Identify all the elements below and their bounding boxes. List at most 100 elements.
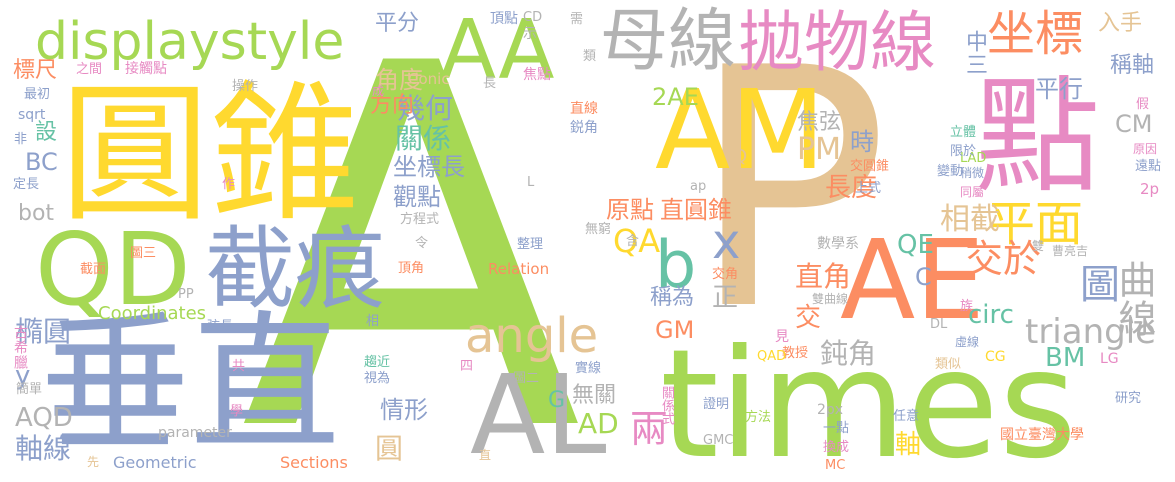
cloud-word: 長 xyxy=(483,76,497,91)
cloud-word: 方向 xyxy=(370,93,415,118)
cloud-word: 定長 xyxy=(13,177,40,192)
cloud-word: 弦長 xyxy=(207,319,234,334)
cloud-word: 示 xyxy=(523,26,537,42)
cloud-word: AQD xyxy=(15,403,73,433)
cloud-word: C xyxy=(915,263,932,291)
cloud-word: 最初 xyxy=(24,87,51,102)
cloud-word: 標尺 xyxy=(13,58,58,83)
cloud-word: 任意 xyxy=(893,409,920,424)
cloud-word: 情形 xyxy=(380,396,428,424)
cloud-word: 證明 xyxy=(703,397,730,412)
cloud-word: 曲線 xyxy=(1112,260,1156,338)
cloud-word: 交圓錐 xyxy=(850,159,890,174)
cloud-word: 軸線 xyxy=(15,432,72,465)
cloud-word: 作 xyxy=(222,177,236,192)
cloud-word: 虛線 xyxy=(955,335,980,349)
cloud-word: 同屬 xyxy=(960,185,985,199)
cloud-word: 立體 xyxy=(950,125,977,140)
cloud-word: Conic xyxy=(408,70,450,88)
cloud-word: 稱軸 xyxy=(1110,53,1155,78)
cloud-word: 長度 xyxy=(825,173,878,203)
cloud-word: 之間 xyxy=(76,62,103,77)
cloud-word: 類似 xyxy=(935,357,962,372)
cloud-word: 交於 xyxy=(965,237,1042,281)
cloud-word: 相截 xyxy=(940,202,1000,237)
cloud-word: 幾何 xyxy=(397,92,454,125)
cloud-word: bot xyxy=(18,201,55,226)
cloud-word: triangle xyxy=(1025,312,1157,352)
cloud-word: 軸 xyxy=(895,430,922,460)
cloud-word: 頂角 xyxy=(398,261,425,276)
cloud-word: 平面 xyxy=(987,196,1084,252)
cloud-word: 焦點 xyxy=(523,67,551,83)
cloud-word: AD xyxy=(578,407,619,440)
cloud-word: 截痕 xyxy=(205,217,385,322)
cloud-word: 數學系 xyxy=(817,236,859,252)
cloud-word: LAD xyxy=(960,151,987,166)
cloud-word: 換成 xyxy=(823,440,850,455)
cloud-word: sqrt xyxy=(18,107,46,123)
cloud-word: 入手 xyxy=(1098,11,1143,36)
cloud-word: parameter xyxy=(158,425,232,441)
cloud-word: 圖 xyxy=(1080,262,1120,308)
cloud-word: 見 xyxy=(775,329,789,345)
cloud-word: 截面 xyxy=(80,262,107,277)
cloud-word: 無窮 xyxy=(585,222,612,237)
cloud-word: x xyxy=(712,214,741,270)
cloud-word: 研究 xyxy=(1115,391,1142,406)
cloud-word: 曹亮吉 xyxy=(1052,244,1089,258)
cloud-word: G xyxy=(548,388,566,413)
cloud-word: 原因 xyxy=(1133,142,1158,156)
cloud-word: 圓錐 xyxy=(60,68,361,242)
cloud-word: 坐標長 xyxy=(393,153,465,181)
cloud-word: 需 xyxy=(570,12,584,27)
cloud-word: 國立臺灣大學 xyxy=(1000,427,1084,443)
cloud-word: AA xyxy=(440,3,555,98)
cloud-word: QAD xyxy=(757,349,787,364)
cloud-word: 焦弦 xyxy=(797,110,842,135)
cloud-word: PP xyxy=(178,287,194,302)
cloud-word: Coordinates xyxy=(98,303,207,324)
cloud-word: QE xyxy=(897,230,934,260)
cloud-word: 直圓錐 xyxy=(660,196,732,224)
cloud-word: 時 xyxy=(850,128,874,156)
cloud-word: CG xyxy=(985,349,1006,365)
cloud-word: AM xyxy=(655,66,826,194)
cloud-word: 原點 xyxy=(606,196,654,224)
cloud-word: 雙曲線 xyxy=(812,292,849,306)
cloud-word: Geometric xyxy=(113,453,197,472)
cloud-word: 成 xyxy=(372,84,385,98)
cloud-word: 母線 xyxy=(600,2,737,81)
cloud-word: 學 xyxy=(230,404,244,419)
cloud-word: Q xyxy=(733,146,748,167)
cloud-word: 圖三 xyxy=(130,246,157,261)
cloud-word: 正 xyxy=(712,283,739,313)
cloud-word: 鈍角 xyxy=(820,337,877,370)
cloud-word: Relation xyxy=(488,260,550,278)
cloud-word: 實線 xyxy=(575,361,602,376)
cloud-word: 鋭角 xyxy=(570,120,598,136)
cloud-word: 關係式 xyxy=(659,386,674,425)
cloud-word: 角度 xyxy=(375,66,423,94)
cloud-word: 圓 xyxy=(375,432,404,465)
cloud-word: ap xyxy=(690,179,707,194)
cloud-word: GMC xyxy=(703,433,734,448)
cloud-word: 類 xyxy=(583,49,597,64)
cloud-word: 含 xyxy=(626,234,640,249)
cloud-word: 上式 xyxy=(855,181,882,196)
cloud-word: 視為 xyxy=(364,371,391,386)
cloud-word: PM xyxy=(797,132,841,167)
cloud-word: 觀點 xyxy=(393,183,441,211)
cloud-word: 簡單 xyxy=(16,382,43,397)
cloud-word: displaystyle xyxy=(35,12,345,72)
cloud-word: GM xyxy=(655,316,695,344)
cloud-word: 一點 xyxy=(823,421,850,436)
cloud-word: 四 xyxy=(460,359,474,374)
cloud-word: QA xyxy=(613,222,661,260)
cloud-word: 限於 xyxy=(950,144,977,159)
cloud-word: 兩 xyxy=(630,407,669,451)
cloud-word: 橢圓 xyxy=(15,315,72,348)
cloud-word: 方法 xyxy=(745,410,772,425)
cloud-word: 假 xyxy=(1136,97,1150,112)
